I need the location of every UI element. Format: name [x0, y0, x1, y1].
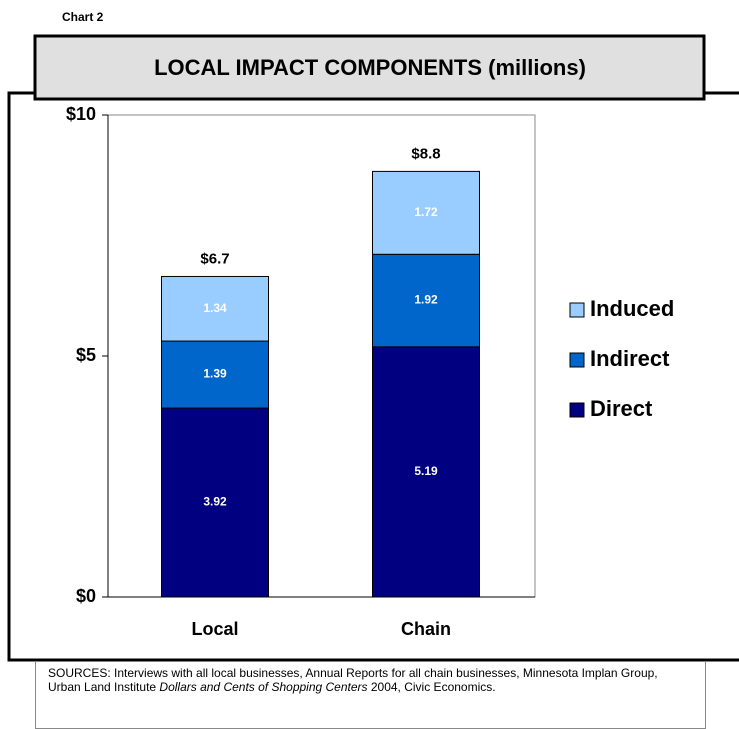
title-box	[33, 34, 706, 101]
y-tick-label: $10	[66, 104, 96, 124]
bar-segment	[161, 275, 269, 342]
total-label: $8.8	[411, 145, 440, 162]
legend-swatch	[569, 302, 585, 318]
data-label: 1.92	[414, 293, 438, 307]
legend-swatch	[569, 352, 585, 368]
source-note: SOURCES: Interviews with all local busin…	[35, 662, 706, 729]
y-tick-label: $5	[76, 345, 96, 365]
legend-label: Induced	[590, 296, 674, 321]
x-tick-label: Chain	[401, 619, 451, 639]
legend-swatch	[569, 402, 585, 418]
bar-segment	[372, 346, 480, 598]
y-tick-label: $0	[76, 586, 96, 606]
source-text: 2004, Civic Economics.	[367, 680, 496, 694]
data-label: 5.19	[414, 464, 438, 478]
legend-label: Direct	[590, 396, 653, 421]
total-label: $6.7	[200, 250, 229, 267]
source-italic: Dollars and Cents of Shopping Centers	[159, 680, 368, 694]
data-label: 1.39	[203, 367, 227, 381]
bar-segment	[372, 170, 480, 255]
bar-segment	[372, 253, 480, 348]
source-text: SOURCES: Interviews with all local busin…	[48, 666, 658, 694]
chart-title: LOCAL IMPACT COMPONENTS (millions)	[154, 55, 586, 80]
data-label: 1.72	[414, 205, 438, 219]
chart: Chart 2 LOCAL IMPACT COMPONENTS (million…	[7, 10, 739, 662]
data-label: 3.92	[203, 495, 227, 509]
chart-label: Chart 2	[62, 10, 104, 24]
x-tick-label: Local	[191, 619, 238, 639]
data-label: 1.34	[203, 301, 227, 315]
bar-segment	[161, 407, 269, 598]
legend-label: Indirect	[590, 346, 670, 371]
